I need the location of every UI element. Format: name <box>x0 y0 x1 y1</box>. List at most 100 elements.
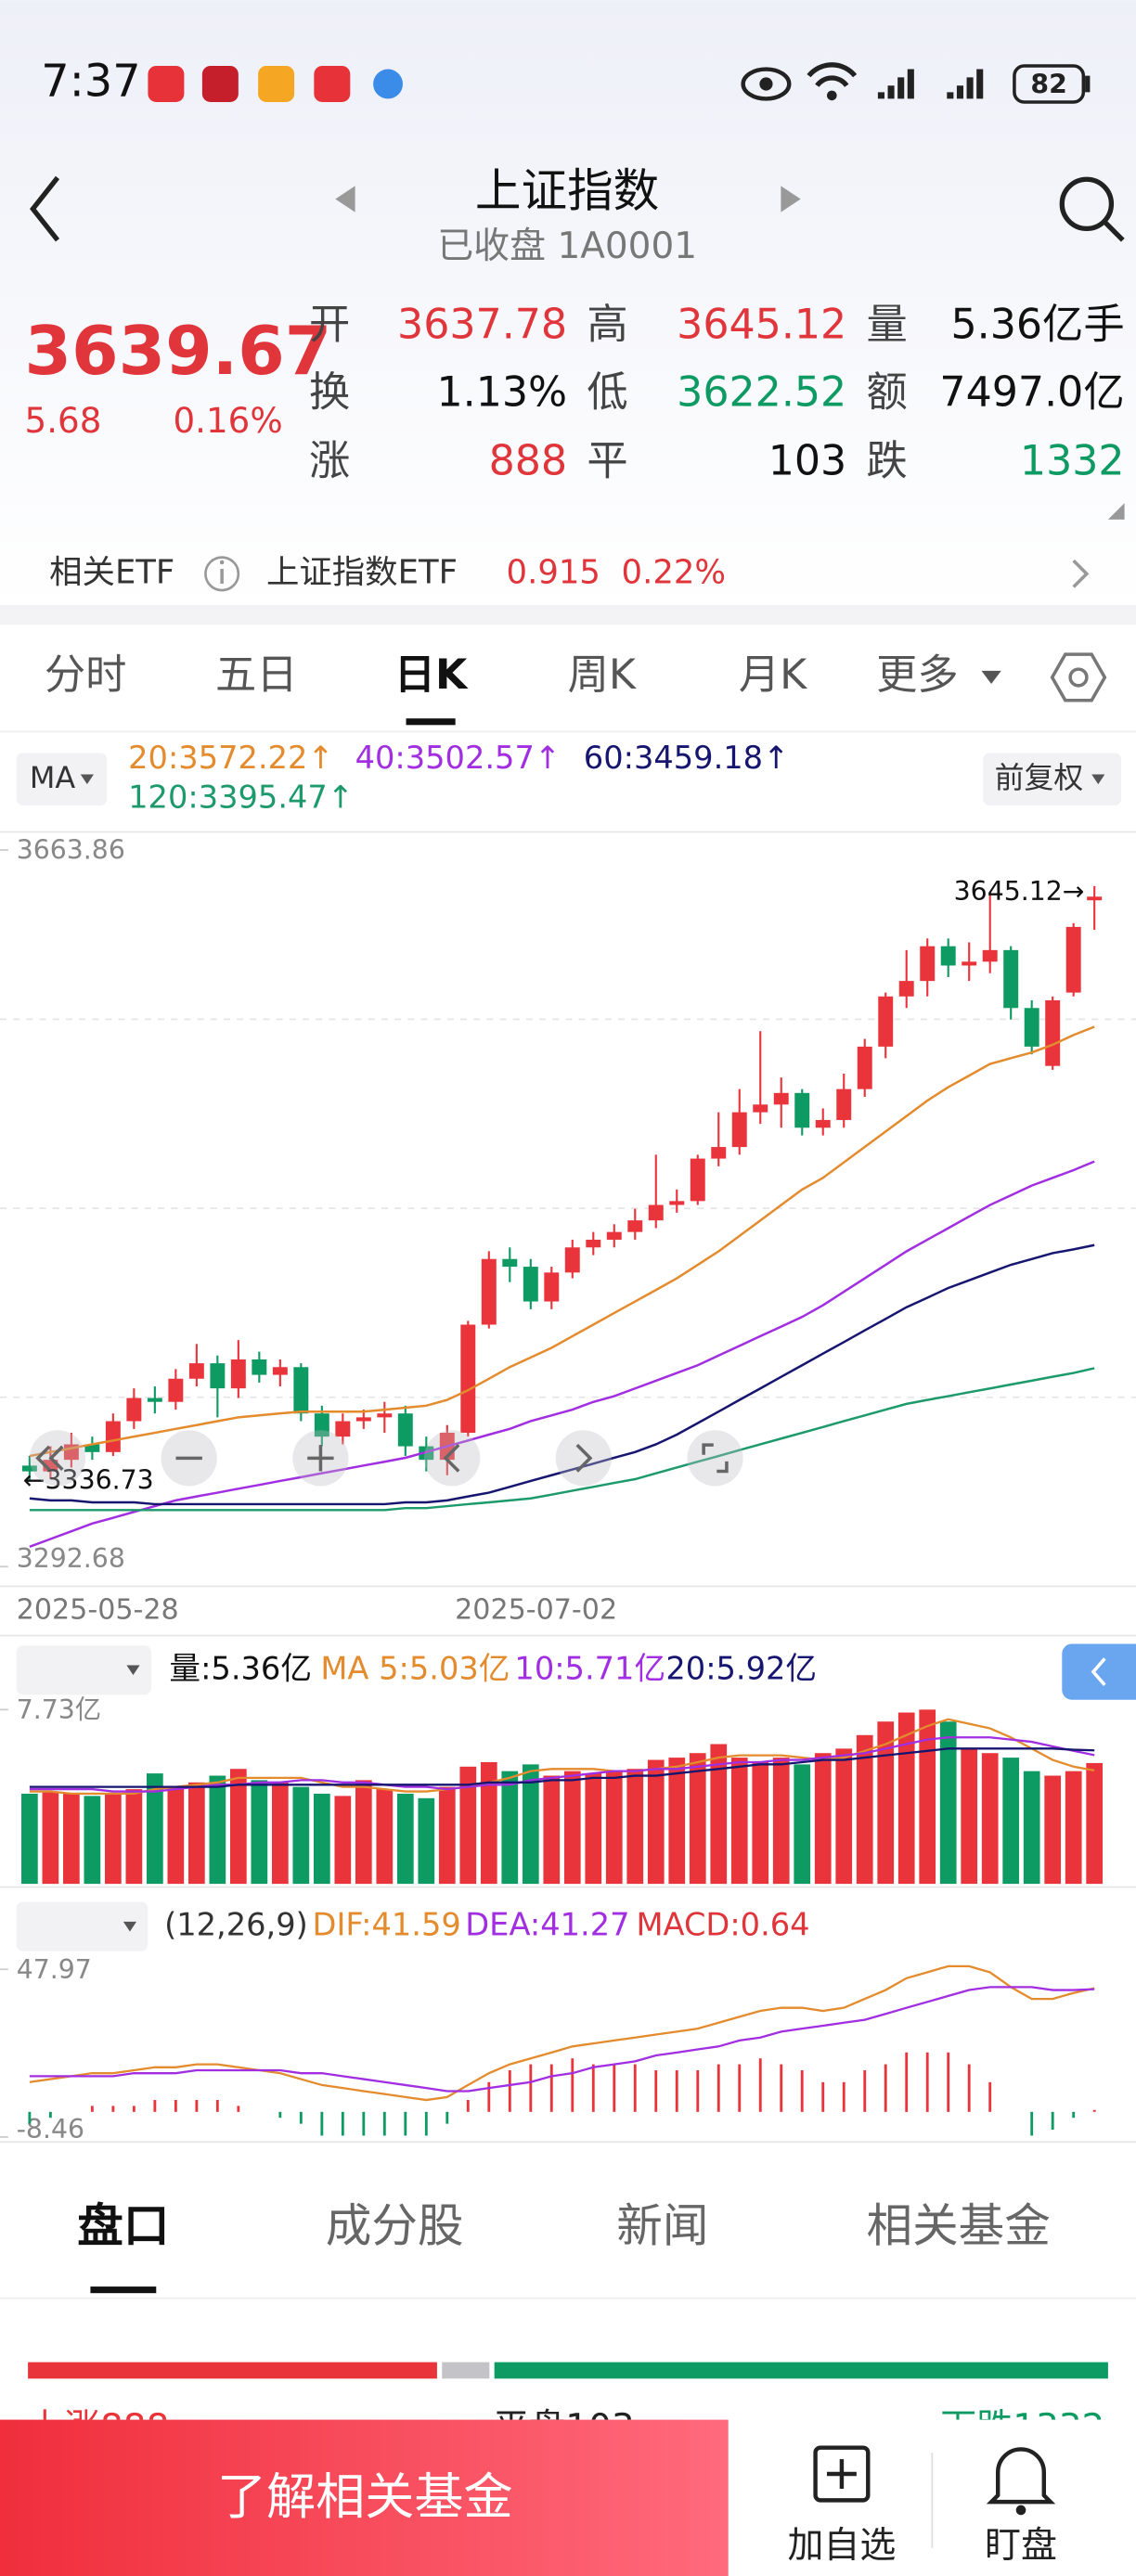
ma-selector[interactable]: MA <box>30 760 76 795</box>
field-value: 888 <box>489 438 567 485</box>
volume-bar <box>459 1766 477 1885</box>
ma-legend: 20:3572.22↑ <box>128 740 333 776</box>
field-value: 3622.52 <box>677 368 846 416</box>
candle-body <box>711 1147 727 1159</box>
volume-selector-box[interactable] <box>16 1645 151 1695</box>
candle-body <box>168 1378 184 1402</box>
top-background <box>0 0 1136 609</box>
volume-bar <box>125 1789 143 1885</box>
macd-params: (12,26,9) <box>164 1907 308 1943</box>
ma-line <box>29 1964 1095 2102</box>
volume-bar <box>355 1780 372 1885</box>
candle-body <box>1087 896 1103 901</box>
candle-body <box>335 1421 351 1437</box>
candle-body <box>773 1092 789 1105</box>
ma-selector-box[interactable] <box>16 753 108 806</box>
side-tab[interactable] <box>1062 1643 1136 1700</box>
volume-bar <box>939 1721 957 1885</box>
adjust-selector[interactable]: 前复权 <box>995 760 1084 795</box>
volume-bar <box>167 1786 185 1885</box>
candle-body <box>460 1324 476 1434</box>
volume-legend: 10:5.71亿 <box>514 1650 665 1686</box>
candle-body <box>502 1258 518 1268</box>
volume-bar <box>814 1753 832 1885</box>
volume-bar <box>919 1709 936 1885</box>
ma-line <box>29 1160 1095 1548</box>
volume-bar <box>1065 1771 1082 1885</box>
bottom-tab[interactable]: 新闻 <box>616 2199 708 2253</box>
volume-legend: MA 5:5.03亿 <box>320 1650 510 1686</box>
field-label: 跌 <box>866 438 907 485</box>
fund-button[interactable] <box>0 2419 729 2576</box>
fund-button-label[interactable]: 了解相关基金 <box>217 2468 513 2526</box>
tab-underline <box>406 718 456 726</box>
volume-bar <box>1044 1775 1062 1885</box>
bottom-tab[interactable]: 相关基金 <box>867 2199 1051 2253</box>
volume-bar <box>418 1797 435 1885</box>
period-tab[interactable]: 五日 <box>215 651 298 699</box>
volume-bar <box>1086 1762 1104 1885</box>
macd-legend: DIF:41.59 <box>313 1907 461 1943</box>
field-value: 103 <box>768 438 847 485</box>
candle-body <box>126 1397 142 1422</box>
candle-body <box>690 1158 705 1202</box>
adjust-box[interactable] <box>983 753 1122 806</box>
volume-bar <box>187 1782 205 1885</box>
volume-bar <box>313 1793 330 1885</box>
back-button[interactable] <box>30 175 60 242</box>
volume-bar <box>1023 1771 1040 1885</box>
search-button[interactable] <box>1059 176 1125 242</box>
macd-selector-box[interactable] <box>16 1901 148 1951</box>
info-icon[interactable] <box>204 556 240 592</box>
period-tab[interactable]: 月K <box>739 651 807 699</box>
volume-bar <box>981 1753 999 1885</box>
y-tick-label: 7.73亿 <box>17 1694 101 1725</box>
period-tab[interactable]: 日K <box>394 651 469 699</box>
volume-bar <box>501 1771 519 1885</box>
volume-bar <box>396 1793 414 1885</box>
candle-body <box>272 1367 288 1375</box>
status-time: 7:37 <box>41 56 140 107</box>
period-tab[interactable]: 更多 <box>876 651 959 699</box>
volume-bar <box>271 1782 289 1885</box>
volume-bar <box>710 1744 728 1885</box>
settings-center <box>1068 667 1089 688</box>
period-tab[interactable]: 分时 <box>45 651 127 699</box>
volume-bar <box>772 1758 790 1885</box>
volume-legend: 20:5.92亿 <box>665 1650 817 1686</box>
volume-bar <box>605 1771 623 1885</box>
period-tab[interactable]: 周K <box>568 651 637 699</box>
macd-legend: DEA:41.27 <box>465 1907 629 1943</box>
bottom-tab[interactable]: 成分股 <box>326 2199 464 2253</box>
candle-body <box>21 1465 37 1472</box>
ma-line <box>29 1243 1095 1506</box>
change-pct: 0.16% <box>174 400 283 441</box>
field-label: 开 <box>309 302 350 349</box>
volume-bar <box>209 1775 226 1885</box>
prev-index[interactable] <box>335 186 355 213</box>
zoom-controls[interactable] <box>29 1430 743 1487</box>
field-label: 低 <box>587 368 627 416</box>
watch-icon[interactable] <box>986 2447 1056 2516</box>
ma-line <box>29 1025 1095 1458</box>
settings-button[interactable] <box>1050 652 1107 702</box>
header-subtitle: 已收盘 1A0001 <box>437 225 697 267</box>
field-label: 涨 <box>309 438 350 485</box>
etf-name[interactable]: 上证指数ETF <box>266 553 458 591</box>
volume-bar <box>856 1734 873 1885</box>
watch-label[interactable]: 盯盘 <box>985 2525 1057 2567</box>
separator <box>0 605 1136 625</box>
add-label[interactable]: 加自选 <box>787 2525 896 2567</box>
volume-bar <box>668 1758 686 1885</box>
field-value: 3637.78 <box>397 302 567 349</box>
add-icon[interactable] <box>813 2445 871 2503</box>
more-caret <box>981 670 1001 685</box>
candle-body <box>648 1204 664 1221</box>
y-tick-label: 3663.86 <box>17 835 125 866</box>
candle-body <box>314 1413 329 1437</box>
volume-bar <box>794 1764 811 1885</box>
candle-body <box>564 1247 580 1273</box>
bottom-tab[interactable]: 盘口 <box>77 2199 169 2253</box>
next-index[interactable] <box>781 186 801 213</box>
etf-chevron[interactable] <box>1072 559 1090 588</box>
